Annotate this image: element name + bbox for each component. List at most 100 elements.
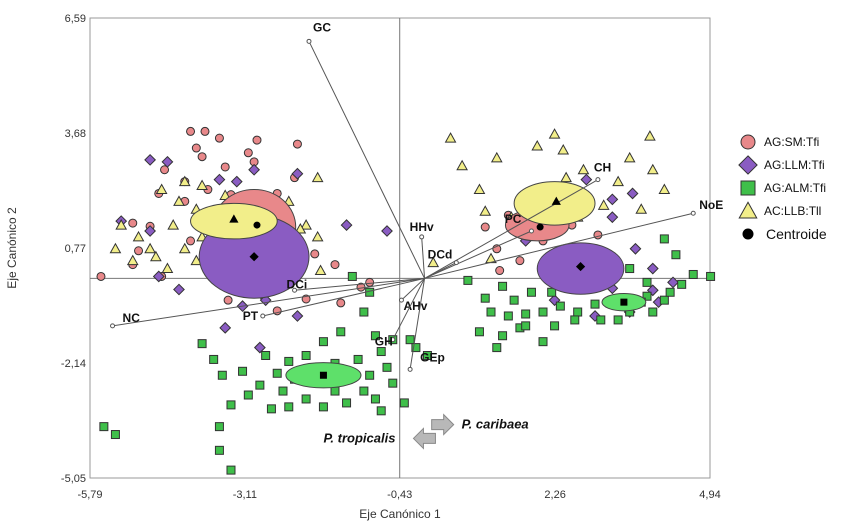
y-tick-label: 0,77 — [65, 243, 86, 255]
point-ag-sm-tfi-22 — [330, 260, 340, 270]
vector-tip-pc — [528, 228, 534, 234]
centroid-2 — [229, 214, 239, 223]
point-ag-alm-tfi-31 — [370, 394, 380, 404]
point-ag-alm-tfi-44 — [214, 422, 224, 432]
vector-tip-gc — [306, 38, 312, 44]
point-ag-alm-tfi-18 — [330, 386, 340, 396]
point-ac-llb-tll-17 — [150, 250, 162, 262]
point-ag-alm-tfi-37 — [376, 406, 386, 416]
legend-marker-ac-llb-tll — [738, 201, 758, 219]
vector-line-hhv — [421, 236, 426, 279]
point-ag-alm-tfi-0 — [347, 271, 357, 281]
point-ag-llm-tfi-19 — [291, 310, 304, 322]
point-ac-llb-tll-41 — [646, 163, 659, 175]
point-ag-alm-tfi-23 — [238, 366, 248, 376]
vector-line-gc — [308, 41, 426, 279]
vector-label-pt: PT — [243, 309, 259, 323]
point-ac-llb-tll-27 — [294, 223, 307, 234]
point-ag-alm-tfi-29 — [318, 402, 328, 412]
point-ag-sm-tfi-2 — [214, 133, 224, 143]
point-ag-llm-tfi-17 — [253, 341, 266, 354]
vector-line-dcd — [424, 262, 457, 279]
point-ac-llb-tll-36 — [531, 140, 544, 151]
point-ag-alm-tfi-27 — [278, 386, 288, 396]
point-ac-llb-tll-37 — [548, 128, 561, 139]
point-ag-alm-tfi-67 — [659, 295, 669, 305]
species-label-right: P. caribaea — [462, 417, 529, 432]
vector-line-noe — [424, 212, 694, 279]
vector-line-ahv — [401, 278, 425, 301]
point-ac-llb-tll-16 — [109, 242, 122, 254]
point-ag-sm-tfi-5 — [220, 162, 230, 172]
point-ag-sm-tfi-31 — [336, 298, 346, 308]
point-ac-llb-tll-53 — [560, 171, 572, 183]
centroid-3 — [536, 223, 544, 231]
vector-tip-gh — [390, 337, 396, 343]
x-tick-label: -5,79 — [77, 489, 102, 501]
point-ag-alm-tfi-50 — [677, 279, 687, 289]
vector-label-gc: GC — [313, 20, 331, 34]
point-ag-alm-tfi-75 — [474, 327, 484, 337]
legend-label-ag-alm-tfi: AG:ALM:Tfi — [764, 181, 826, 195]
point-ag-sm-tfi-35 — [365, 277, 375, 287]
point-ag-alm-tfi-71 — [570, 315, 580, 325]
point-ag-llm-tfi-2 — [213, 173, 226, 186]
legend-marker-ag-sm-tfi — [740, 134, 756, 150]
point-ag-llm-tfi-3 — [230, 175, 243, 188]
point-ag-alm-tfi-63 — [526, 287, 536, 297]
point-ac-llb-tll-19 — [126, 254, 139, 266]
point-ag-sm-tfi-34 — [223, 295, 233, 305]
point-ag-alm-tfi-11 — [405, 335, 415, 345]
legend-marker-ag-llm-tfi — [738, 155, 758, 175]
vector-tip-noe — [690, 210, 696, 216]
point-ac-llb-tll-14 — [115, 219, 128, 230]
legend-label-centroide: Centroide — [766, 226, 827, 242]
point-ag-alm-tfi-79 — [463, 275, 473, 285]
arrow-left-icon — [412, 427, 436, 450]
point-ag-alm-tfi-57 — [555, 301, 565, 311]
vector-tip-ahv — [398, 297, 404, 303]
centroid-6 — [620, 298, 628, 306]
point-ac-llb-tll-3 — [155, 183, 168, 195]
vector-label-pc: PC — [505, 212, 522, 226]
point-ag-llm-tfi-27 — [606, 211, 619, 224]
point-ac-llb-tll-46 — [444, 132, 457, 143]
point-ag-alm-tfi-73 — [538, 337, 548, 347]
legend-label-ac-llb-tll: AC:LLB:Tll — [764, 204, 821, 218]
point-ag-llm-tfi-5 — [291, 167, 304, 180]
point-ag-alm-tfi-24 — [217, 370, 227, 380]
vector-label-ch: CH — [594, 161, 611, 175]
x-axis-title: Eje Canónico 1 — [359, 507, 441, 521]
point-ag-alm-tfi-70 — [550, 321, 560, 331]
point-ag-alm-tfi-34 — [266, 404, 276, 414]
vector-tip-dcd — [453, 260, 459, 266]
legend-label-ag-llm-tfi: AG:LLM:Tfi — [764, 158, 825, 172]
y-tick-label: -5,05 — [61, 473, 86, 485]
point-ag-alm-tfi-51 — [706, 271, 716, 281]
vector-line-pt — [262, 277, 425, 317]
point-ag-alm-tfi-26 — [261, 350, 271, 360]
point-ag-llm-tfi-16 — [219, 321, 232, 334]
x-tick-label: 2,26 — [544, 489, 565, 501]
species-label-left: P. tropicalis — [323, 430, 395, 445]
point-ag-alm-tfi-58 — [538, 307, 548, 317]
point-ag-sm-tfi-1 — [200, 126, 210, 136]
point-ag-alm-tfi-41 — [110, 430, 120, 440]
vector-tip-nc — [110, 323, 116, 329]
point-ag-sm-tfi-26 — [134, 246, 144, 256]
point-ac-llb-tll-23 — [190, 254, 203, 266]
point-ag-llm-tfi-0 — [144, 153, 157, 166]
point-ag-alm-tfi-6 — [301, 350, 311, 360]
point-ag-alm-tfi-22 — [255, 380, 265, 390]
point-ag-alm-tfi-30 — [342, 398, 352, 408]
point-ag-alm-tfi-3 — [370, 331, 380, 341]
point-ag-alm-tfi-60 — [503, 311, 513, 321]
point-ag-alm-tfi-48 — [671, 250, 681, 260]
point-ag-sm-tfi-7 — [292, 139, 302, 149]
vector-label-dcd: DCd — [428, 248, 453, 262]
point-ag-alm-tfi-47 — [659, 234, 669, 244]
point-ag-alm-tfi-52 — [642, 277, 652, 287]
point-ag-alm-tfi-5 — [318, 337, 328, 347]
y-axis-title: Eje Canónico 2 — [5, 207, 19, 289]
x-tick-label: -0,43 — [387, 489, 412, 501]
